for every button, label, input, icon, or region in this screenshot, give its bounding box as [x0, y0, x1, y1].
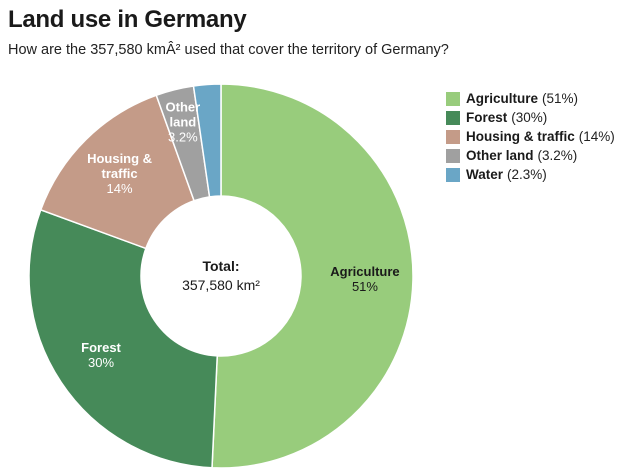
chart-title: Land use in Germany	[8, 6, 247, 33]
legend-label: Housing & traffic	[466, 129, 575, 144]
legend-item-other-land: Other land (3.2%)	[446, 146, 615, 165]
center-label-total: 357,580 km²	[182, 277, 260, 293]
legend-swatch	[446, 91, 460, 106]
slice-label-housing-traffic: traffic	[102, 166, 138, 181]
legend-item-housing-traffic: Housing & traffic (14%)	[446, 127, 615, 146]
legend-item-agriculture: Agriculture (51%)	[446, 89, 615, 108]
slice-label-agriculture: Agriculture	[330, 264, 399, 279]
slice-value-forest: 30%	[88, 355, 114, 370]
legend-label: Forest	[466, 110, 508, 125]
slice-label-other-land: Other	[166, 100, 201, 115]
slice-housing-traffic	[39, 94, 195, 250]
legend-swatch	[446, 148, 460, 163]
legend-percent: (51%)	[542, 91, 579, 106]
legend-item-forest: Forest (30%)	[446, 108, 615, 127]
slice-agriculture	[211, 83, 414, 469]
slice-value-agriculture: 51%	[352, 279, 378, 294]
slice-label-forest: Forest	[81, 340, 121, 355]
legend-label: Other land	[466, 148, 534, 163]
legend-percent: (14%)	[578, 129, 615, 144]
legend: Agriculture (51%) Forest (30%) Housing & tra…	[446, 89, 615, 184]
legend-percent: (30%)	[511, 110, 548, 125]
slice-water	[192, 83, 222, 198]
legend-label: Agriculture	[466, 91, 539, 106]
legend-swatch	[446, 167, 460, 182]
legend-percent: (2.3%)	[507, 167, 547, 182]
legend-swatch	[446, 110, 460, 125]
donut-slices	[28, 83, 414, 469]
legend-item-water: Water (2.3%)	[446, 165, 615, 184]
center-label-title: Total:	[202, 258, 239, 274]
slice-label-housing-traffic: Housing &	[87, 151, 152, 166]
legend-swatch	[446, 129, 460, 144]
legend-label: Water	[466, 167, 504, 182]
legend-percent: (3.2%)	[537, 148, 578, 163]
slice-forest	[28, 208, 219, 469]
slice-value-other-land: 3.2%	[168, 130, 198, 145]
slice-value-housing-traffic: 14%	[107, 181, 133, 196]
chart-subtitle: How are the 357,580 kmÂ² used that cover…	[8, 42, 449, 58]
slice-label-other-land: land	[169, 115, 196, 130]
